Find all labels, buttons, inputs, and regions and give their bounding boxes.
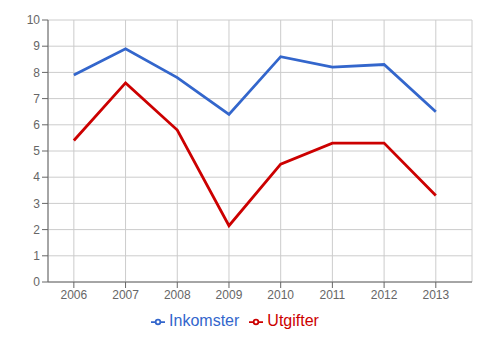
svg-text:2008: 2008 <box>164 288 191 302</box>
svg-text:2010: 2010 <box>267 288 294 302</box>
html-text:Utgifter: Utgifter <box>267 312 319 329</box>
svg-text:3: 3 <box>33 197 40 211</box>
svg-text:2007: 2007 <box>112 288 139 302</box>
svg-text:2: 2 <box>33 223 40 237</box>
svg-text:5: 5 <box>33 144 40 158</box>
svg-text:1: 1 <box>33 249 40 263</box>
svg-text:0: 0 <box>33 275 40 289</box>
svg-text:2011: 2011 <box>319 288 345 302</box>
svg-text:2006: 2006 <box>61 288 88 302</box>
svg-text:2013: 2013 <box>422 288 449 302</box>
svg-text:2009: 2009 <box>216 288 243 302</box>
svg-text:2012: 2012 <box>371 288 398 302</box>
svg-text:10: 10 <box>27 13 41 27</box>
svg-text:4: 4 <box>33 170 40 184</box>
svg-text:7: 7 <box>33 92 40 106</box>
svg-text:6: 6 <box>33 118 40 132</box>
svg-text:8: 8 <box>33 66 40 80</box>
html-text:Inkomster: Inkomster <box>169 312 240 329</box>
svg-text:9: 9 <box>33 39 40 53</box>
